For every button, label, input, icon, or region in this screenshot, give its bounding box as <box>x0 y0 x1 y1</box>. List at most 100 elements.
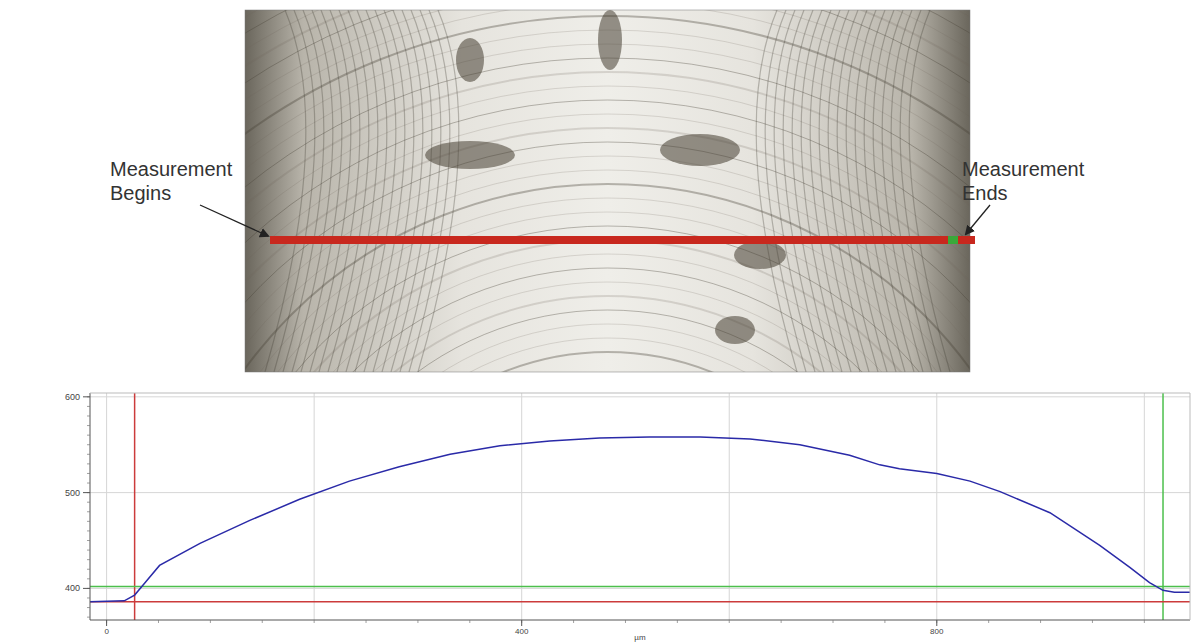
x-tick-label: 800 <box>930 627 944 636</box>
x-minor-tick <box>573 620 574 623</box>
annotation-line: Ends <box>962 182 1008 204</box>
machining-mark <box>364 10 405 372</box>
y-minor-tick <box>87 559 90 560</box>
machining-mark <box>828 10 869 372</box>
grid-line-y <box>90 396 1190 397</box>
y-minor-tick <box>87 597 90 598</box>
machining-mark <box>864 10 905 372</box>
y-tick-label: 500 <box>65 488 80 498</box>
machining-mark <box>346 10 387 372</box>
surface-defect <box>715 316 755 344</box>
y-minor-tick <box>87 473 90 474</box>
machining-mark <box>245 10 970 372</box>
machining-mark <box>283 10 324 372</box>
machining-mark <box>245 10 970 372</box>
x-minor-tick <box>417 620 418 623</box>
photo <box>245 10 970 372</box>
machining-mark <box>245 142 970 372</box>
machining-mark <box>245 10 970 372</box>
x-tick-label: 0 <box>104 627 109 636</box>
machining-mark <box>328 10 369 372</box>
y-minor-tick <box>87 578 90 579</box>
photo-background <box>245 10 970 372</box>
grid-line-y <box>90 492 1190 493</box>
machining-mark <box>810 10 851 372</box>
x-tick <box>521 620 522 626</box>
machining-mark <box>391 10 432 372</box>
y-minor-tick <box>87 530 90 531</box>
machining-mark <box>245 10 970 372</box>
machining-mark <box>292 10 333 372</box>
annotation-line: Measurement <box>962 158 1085 180</box>
y-minor-tick <box>87 415 90 416</box>
machining-mark <box>900 10 941 372</box>
machining-mark <box>245 10 970 372</box>
x-minor-tick <box>833 620 834 623</box>
x-tick <box>936 620 937 626</box>
x-tick-label: 400 <box>515 627 529 636</box>
annotation-arrow <box>966 205 990 234</box>
machining-mark <box>783 10 824 372</box>
machining-mark <box>245 268 970 372</box>
machining-mark <box>245 10 970 372</box>
y-minor-tick <box>87 435 90 436</box>
machining-mark <box>837 10 878 372</box>
grid-line-y <box>90 588 1190 589</box>
x-minor-tick <box>1144 620 1145 623</box>
x-axis-title: µm <box>634 633 646 642</box>
x-minor-tick <box>469 620 470 623</box>
annotation-line: Measurement <box>110 158 233 180</box>
x-minor-tick <box>884 620 885 623</box>
surface-defect <box>425 141 515 169</box>
y-tick <box>83 396 90 397</box>
x-minor-tick <box>988 620 989 623</box>
x-minor-tick <box>366 620 367 623</box>
surface-defect <box>734 241 786 269</box>
machining-mark <box>245 226 970 372</box>
y-minor-tick <box>87 521 90 522</box>
annotation: MeasurementBegins <box>110 158 233 204</box>
y-minor-tick <box>87 502 90 503</box>
y-minor-tick <box>87 617 90 618</box>
machining-mark <box>846 10 887 372</box>
machining-mark <box>245 100 970 372</box>
machining-mark <box>765 10 806 372</box>
machining-mark <box>756 10 797 372</box>
annotation-line: Begins <box>110 182 171 204</box>
machining-mark <box>891 10 932 372</box>
surface-defect <box>456 38 484 82</box>
y-minor-tick <box>87 607 90 608</box>
machining-mark <box>274 10 315 372</box>
machining-mark <box>373 10 414 372</box>
machining-mark <box>245 10 970 372</box>
machining-mark <box>245 114 970 372</box>
machining-mark <box>245 10 970 372</box>
y-minor-tick <box>87 444 90 445</box>
photo-frame <box>245 10 970 372</box>
y-minor-tick <box>87 511 90 512</box>
y-minor-tick <box>87 569 90 570</box>
machining-mark <box>382 10 423 372</box>
surface-defect <box>598 10 622 70</box>
measurement-end-marker <box>948 236 958 244</box>
machining-mark <box>418 10 459 372</box>
y-minor-tick <box>87 483 90 484</box>
machining-mark <box>245 240 970 372</box>
y-minor-tick <box>87 550 90 551</box>
annotation-arrow <box>200 205 268 236</box>
machining-mark <box>245 16 970 372</box>
plot-frame-top <box>90 393 1190 394</box>
x-minor-tick <box>314 620 315 623</box>
x-minor-tick <box>1040 620 1041 623</box>
x-minor-tick <box>262 620 263 623</box>
y-minor-tick <box>87 463 90 464</box>
y-tick-label: 400 <box>65 583 80 593</box>
machining-mark <box>245 170 970 372</box>
machining-mark <box>855 10 896 372</box>
y-tick <box>83 588 90 589</box>
machining-mark <box>245 10 970 372</box>
machining-mark <box>355 10 396 372</box>
machining-mark <box>909 10 950 372</box>
machining-mark <box>310 10 351 372</box>
x-minor-tick <box>781 620 782 623</box>
